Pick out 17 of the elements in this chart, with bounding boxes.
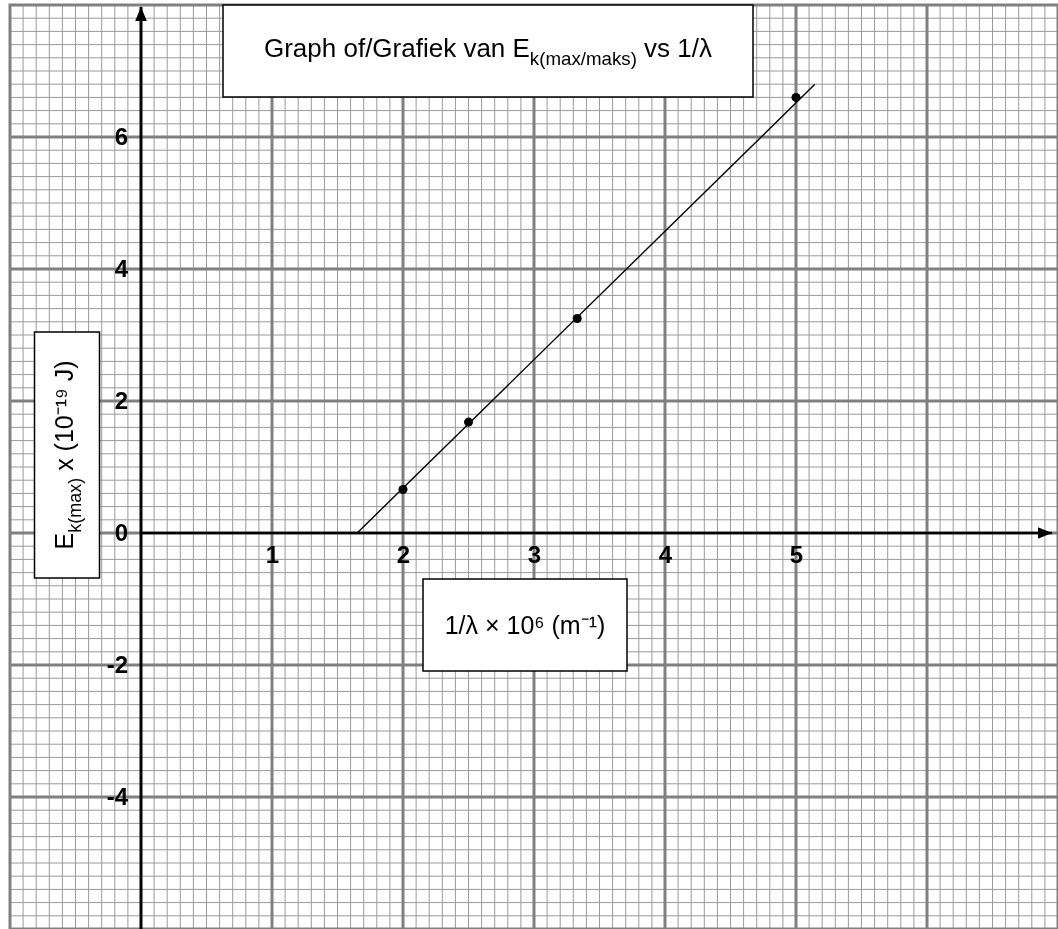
x-tick-label: 5 [789,541,804,569]
y-tick-label: 0 [114,519,128,547]
y-tick-label: 4 [114,255,129,283]
text: Graph of/Grafiek van E$_{k(max/maks)}$ vs 1/λ [263,33,713,69]
x-tick-label: 4 [658,541,673,569]
y-tick-label: -4 [106,783,129,811]
x-tick-label: 2 [396,541,411,569]
x-tick-label: 1 [265,541,280,569]
point [398,484,408,494]
point [572,313,582,324]
x-tick-label: 3 [527,541,542,569]
x-axis-title: 1/λ × 10⁶ (m⁻¹) [444,611,606,639]
point [463,417,474,427]
point [791,92,801,102]
y-tick-label: 6 [114,123,128,151]
y-tick-label: -2 [106,651,128,679]
y-tick-label: 2 [114,387,128,415]
